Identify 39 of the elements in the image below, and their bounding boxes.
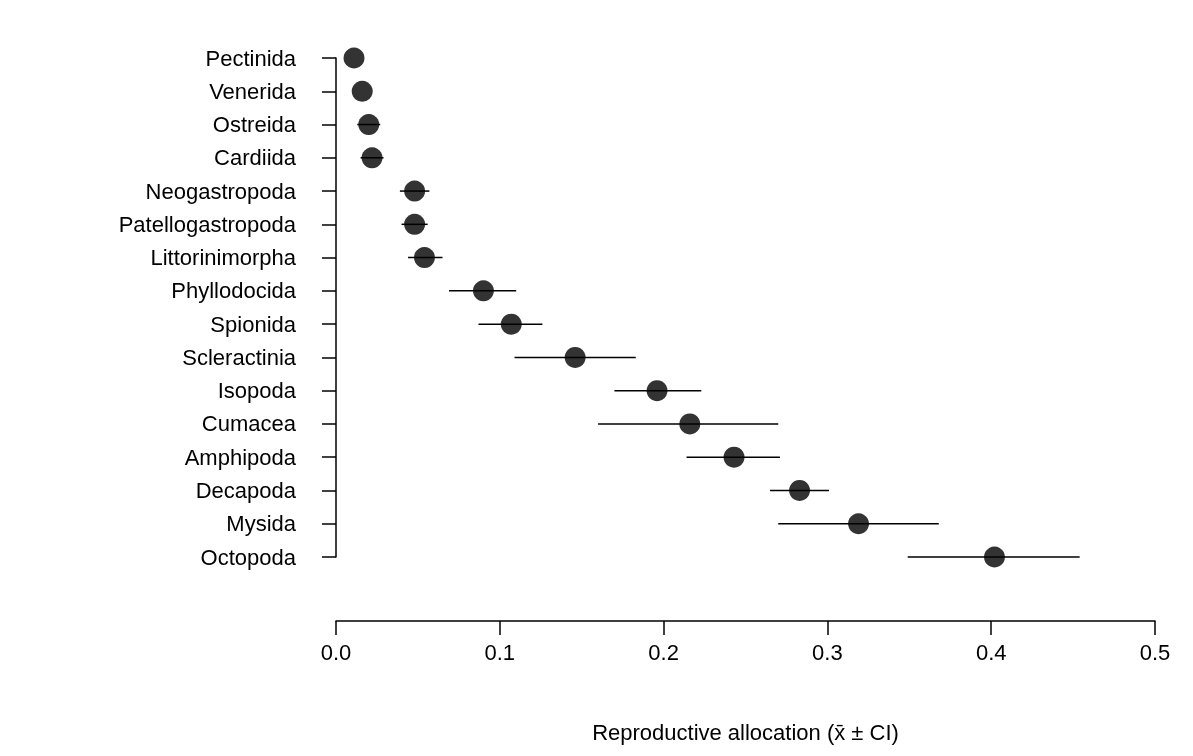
y-tick-label: Amphipoda	[184, 444, 297, 470]
y-tick-label: Spionida	[210, 311, 297, 337]
point	[679, 413, 701, 435]
x-tick-label: 0.5	[1139, 639, 1171, 665]
y-tick-label: Littorinimorpha	[150, 245, 297, 271]
point	[343, 47, 365, 69]
point	[564, 346, 586, 368]
y-tick-label: Patellogastropoda	[118, 211, 297, 237]
y-tick-label: Ostreida	[212, 112, 297, 138]
x-tick-label: 0.4	[975, 639, 1007, 665]
y-tick-label: Octopoda	[200, 544, 297, 570]
y-tick-label: Neogastropoda	[145, 178, 297, 204]
x-tick-label: 0.1	[484, 639, 516, 665]
y-tick-label: Mysida	[226, 511, 297, 537]
y-tick-label: Venerida	[209, 78, 297, 104]
point	[413, 247, 435, 269]
x-tick-label: 0.2	[648, 639, 679, 665]
point	[351, 80, 373, 102]
point	[404, 213, 426, 235]
point	[789, 479, 811, 501]
y-tick-label: Phyllodocida	[171, 278, 297, 304]
y-tick-label: Cardiida	[214, 145, 297, 171]
y-tick-label: Cumacea	[201, 411, 297, 437]
point	[848, 513, 870, 535]
y-tick-label: Pectinida	[205, 45, 297, 71]
y-tick-label: Isopoda	[217, 378, 297, 404]
y-tick-label: Decapoda	[195, 477, 297, 503]
point	[404, 180, 426, 202]
point	[361, 147, 383, 169]
point	[984, 546, 1005, 568]
point	[646, 380, 668, 402]
point	[472, 280, 494, 302]
x-tick-label: 0.3	[812, 639, 843, 665]
y-tick-label: Scleractinia	[182, 344, 297, 370]
point	[358, 114, 380, 136]
x-tick-label: 0.0	[320, 639, 352, 665]
point	[500, 313, 522, 335]
x-axis-title: Reproductive allocation (x̄ ± CI)	[592, 719, 899, 745]
point	[723, 446, 745, 468]
